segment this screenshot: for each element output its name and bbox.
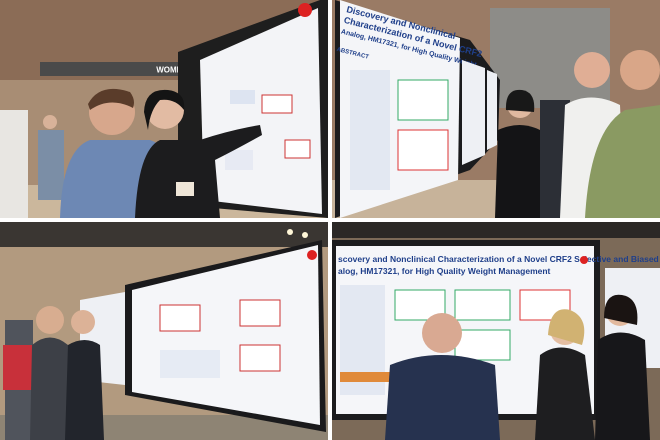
man-green-shirt — [585, 105, 660, 218]
woman-black — [495, 125, 545, 218]
person-head — [71, 310, 95, 334]
figure — [397, 129, 449, 171]
figure — [160, 350, 220, 378]
hair — [505, 89, 535, 112]
panel-bottom-right: scovery and Nonclinical Characterization… — [332, 222, 660, 440]
red-backpack — [3, 345, 33, 390]
hair — [604, 294, 638, 325]
figure — [230, 90, 255, 104]
person-head — [574, 52, 610, 88]
woman-black-jacket — [135, 125, 262, 218]
person — [30, 337, 72, 440]
person-head — [43, 115, 57, 129]
woman-black — [595, 332, 650, 440]
restroom-sign: WOMEN — [156, 66, 188, 75]
figure — [239, 299, 281, 327]
logo — [580, 256, 588, 264]
light — [302, 232, 308, 238]
person-suit — [65, 340, 104, 440]
figure — [239, 344, 281, 372]
bald-head — [422, 313, 462, 353]
blonde-hair — [548, 309, 585, 345]
figure — [159, 304, 201, 332]
poster — [132, 245, 320, 425]
person-head — [36, 306, 64, 334]
man-navy-suit — [385, 355, 500, 440]
poster-figures — [225, 90, 311, 170]
logo — [298, 3, 312, 17]
ceiling — [332, 222, 660, 238]
light — [287, 229, 293, 235]
ceiling — [0, 222, 328, 247]
poster-far — [487, 70, 497, 150]
figure — [284, 139, 311, 159]
hair — [88, 88, 134, 110]
person — [38, 130, 64, 200]
figure — [340, 372, 420, 382]
figure — [261, 94, 293, 114]
divider — [0, 218, 660, 222]
person — [0, 110, 28, 218]
panel-bottom-left — [0, 222, 328, 440]
hair — [144, 89, 185, 130]
title-line: alog, HM17321, for High Quality Weight M… — [338, 266, 551, 276]
poster-far — [462, 60, 485, 165]
woman-black — [535, 347, 595, 440]
sign-board — [40, 62, 205, 76]
person-head — [620, 50, 660, 90]
figure — [454, 329, 511, 361]
title-line: scovery and Nonclinical Characterization… — [338, 254, 660, 264]
logo — [307, 250, 317, 260]
cup — [176, 182, 194, 196]
panel-top-right: Discovery and Nonclinical Characterizati… — [332, 0, 660, 218]
figure — [397, 79, 449, 121]
figure — [454, 289, 511, 321]
panel-top-left: WOMEN — [0, 0, 328, 218]
text-column — [350, 70, 390, 190]
figure — [519, 289, 571, 321]
figure — [225, 150, 253, 170]
